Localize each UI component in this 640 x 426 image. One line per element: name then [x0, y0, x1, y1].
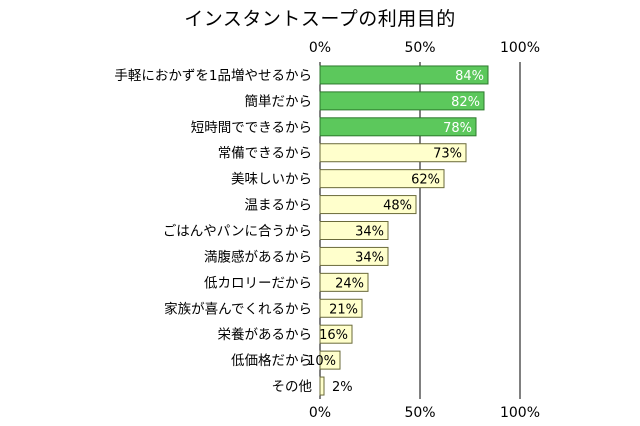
- value-label: 84%: [455, 69, 484, 84]
- x-tick-label-bottom: 100%: [500, 405, 540, 421]
- value-label: 24%: [335, 276, 364, 291]
- x-tick-label-top: 100%: [500, 40, 540, 56]
- category-label: ごはんやパンに合うから: [163, 224, 312, 240]
- category-label: 満腹感があるから: [204, 248, 312, 265]
- bar: [319, 117, 477, 137]
- x-tick-label-top: 0%: [309, 40, 331, 56]
- bar: [319, 376, 325, 396]
- category-label: 常備できるから: [218, 146, 312, 162]
- value-label: 34%: [355, 250, 384, 265]
- category-label: 栄養があるから: [218, 326, 313, 343]
- bar: [319, 91, 485, 111]
- category-label: 短時間でできるから: [191, 120, 312, 136]
- bar: [319, 272, 369, 292]
- value-label: 2%: [332, 380, 353, 395]
- category-label: その他: [272, 379, 313, 395]
- bar: [319, 298, 363, 318]
- x-tick-label-bottom: 0%: [309, 405, 331, 421]
- value-label: 82%: [451, 95, 480, 110]
- value-label: 62%: [411, 173, 440, 188]
- bar: [319, 246, 389, 266]
- category-label: 温まるから: [245, 198, 313, 214]
- bar: [319, 324, 353, 344]
- bar: [319, 169, 445, 189]
- x-tick-label-top: 50%: [404, 40, 435, 56]
- category-label: 美味しいから: [231, 172, 312, 188]
- x-tick-label-bottom: 50%: [404, 405, 435, 421]
- bar: [319, 143, 467, 163]
- bar: [319, 195, 417, 215]
- category-label: 家族が喜んでくれるから: [164, 300, 312, 317]
- category-label: 低カロリーだから: [204, 275, 312, 291]
- bar: [319, 221, 389, 240]
- chart-title: インスタントスープの利用目的: [184, 8, 456, 30]
- value-label: 78%: [443, 121, 472, 136]
- value-label: 48%: [383, 199, 412, 214]
- value-label: 16%: [319, 328, 348, 343]
- category-label: 手軽におかずを1品増やせるから: [114, 68, 312, 84]
- category-label: 低価格だから: [231, 353, 312, 369]
- bar: [319, 65, 489, 85]
- bar: [319, 350, 341, 370]
- category-label: 簡単だから: [245, 94, 313, 110]
- value-label: 10%: [307, 354, 336, 369]
- value-label: 34%: [355, 225, 384, 240]
- value-label: 21%: [329, 302, 358, 317]
- value-label: 73%: [433, 147, 462, 162]
